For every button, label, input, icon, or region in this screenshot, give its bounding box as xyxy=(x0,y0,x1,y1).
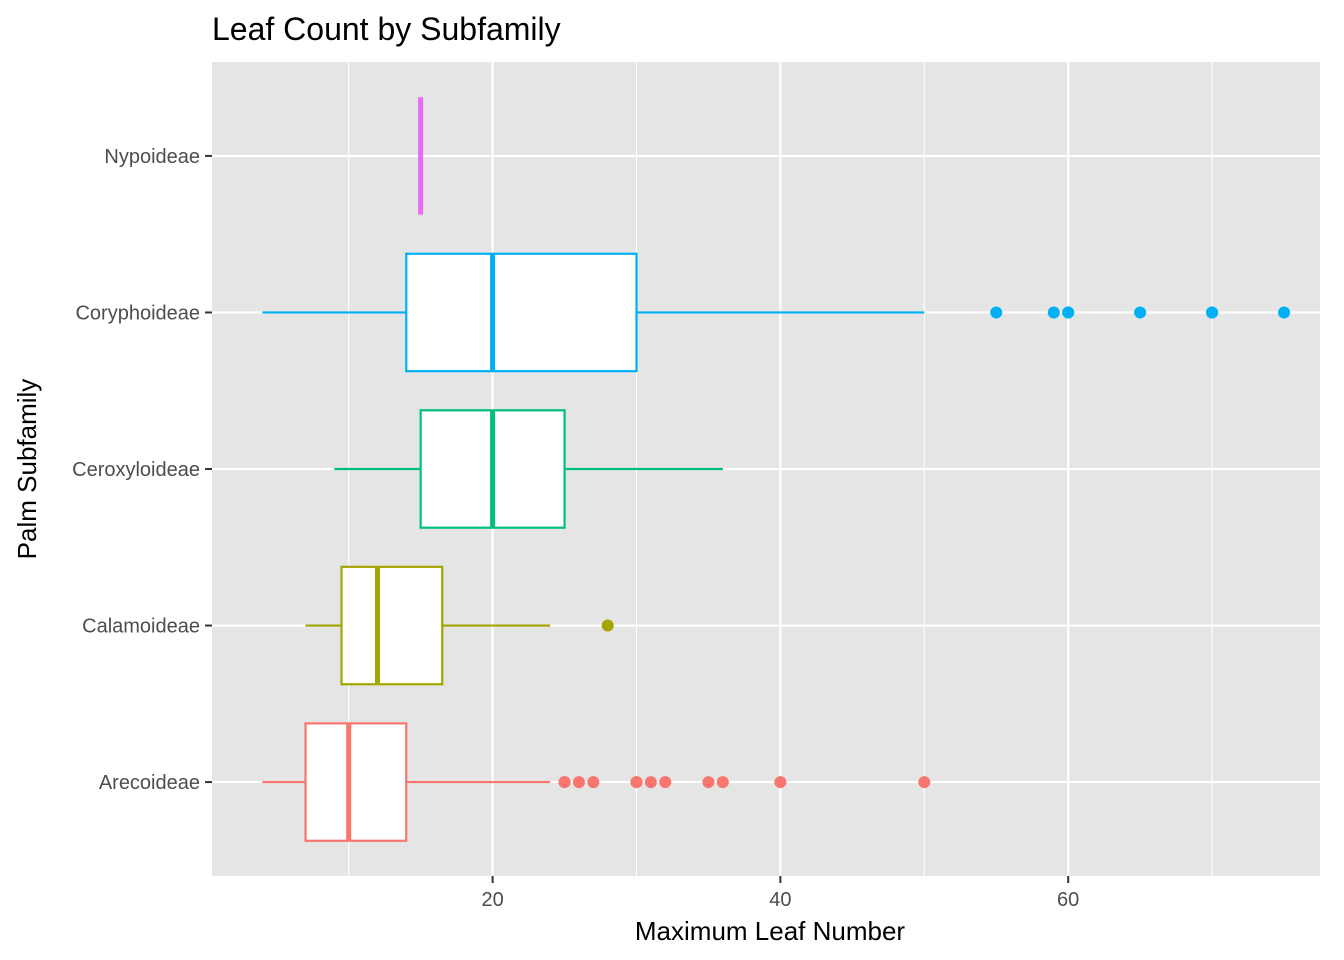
outlier-point xyxy=(1062,306,1075,319)
outlier-point xyxy=(1206,306,1219,319)
outlier-point xyxy=(644,776,657,789)
x-tick-label: 40 xyxy=(769,889,791,911)
y-tick-label: Nypoideae xyxy=(104,146,200,168)
outlier-point xyxy=(1134,306,1147,319)
box-arecoideae xyxy=(262,722,931,842)
outlier-point xyxy=(716,776,729,789)
outlier-point xyxy=(918,776,931,789)
y-tick-label: Coryphoideae xyxy=(75,302,200,324)
outlier-point xyxy=(774,776,787,789)
outlier-point xyxy=(1047,306,1060,319)
chart-title: Leaf Count by Subfamily xyxy=(212,11,561,47)
outlier-point xyxy=(630,776,643,789)
outlier-point xyxy=(572,776,585,789)
y-axis: Arecoideae Calamoideae Ceroxyloideae Coryph… xyxy=(72,146,212,794)
y-tick-label: Calamoideae xyxy=(82,616,200,638)
outlier-point xyxy=(702,776,715,789)
box-coryphoideae xyxy=(262,252,1291,373)
outlier-point xyxy=(601,619,614,632)
box-iqr xyxy=(304,722,408,842)
box-iqr xyxy=(340,565,444,686)
box-iqr xyxy=(405,252,638,373)
outlier-point xyxy=(558,776,571,789)
y-axis-title: Palm Subfamily xyxy=(12,379,42,560)
x-tick-label: 60 xyxy=(1057,889,1079,911)
x-axis: 20 40 60 xyxy=(481,876,1079,911)
y-tick-label: Ceroxyloideae xyxy=(72,459,200,481)
outlier-point xyxy=(990,306,1003,319)
outlier-point xyxy=(659,776,672,789)
x-tick-label: 20 xyxy=(481,889,503,911)
box-ceroxyloideae xyxy=(334,409,723,529)
x-axis-title: Maximum Leaf Number xyxy=(635,916,906,946)
y-tick-label: Arecoideae xyxy=(99,772,200,794)
outlier-point xyxy=(1278,306,1291,319)
box-calamoideae xyxy=(305,565,614,686)
boxplot-series xyxy=(262,97,1291,842)
outlier-point xyxy=(587,776,600,789)
